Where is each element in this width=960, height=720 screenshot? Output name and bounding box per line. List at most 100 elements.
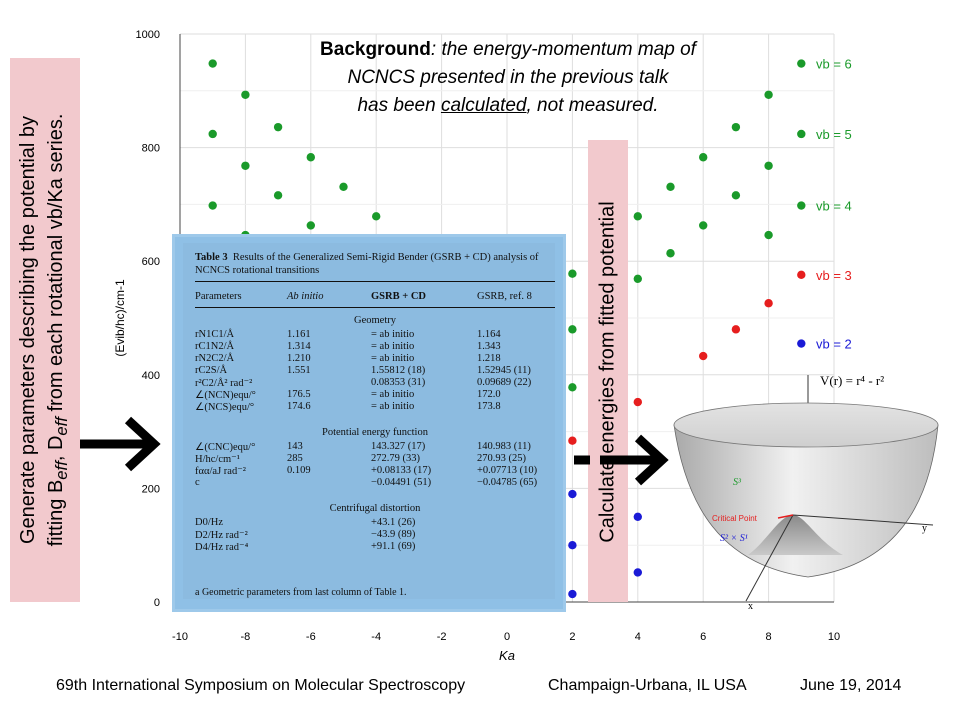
x-tick-label: -8 bbox=[241, 631, 251, 643]
data-point bbox=[306, 153, 315, 162]
table-cell: −0.04491 (51) bbox=[371, 477, 432, 488]
y-tick-label: 400 bbox=[142, 370, 160, 382]
left-step-text: Generate parameters describing the poten… bbox=[17, 113, 71, 547]
table-cell: 0.08353 (31) bbox=[371, 377, 426, 388]
data-point bbox=[372, 212, 381, 221]
data-point bbox=[633, 212, 642, 221]
data-point bbox=[208, 129, 217, 139]
data-point bbox=[241, 161, 250, 170]
table-cell: 1.55812 (18) bbox=[371, 365, 426, 376]
table-row: H/hc/cm⁻¹ 285 272.79 (33) 270.93 (25) bbox=[195, 453, 555, 465]
data-point bbox=[731, 122, 741, 132]
data-point bbox=[731, 325, 741, 334]
data-point bbox=[797, 129, 806, 139]
table-cell: 1.52945 (11) bbox=[477, 365, 531, 376]
axis-y-label: y bbox=[922, 523, 927, 534]
x-tick-label: 10 bbox=[828, 631, 840, 643]
data-point bbox=[797, 59, 806, 68]
data-point bbox=[764, 299, 773, 308]
x-tick-label: -4 bbox=[371, 631, 381, 643]
table-cell: = ab initio bbox=[371, 353, 415, 364]
critical-point-label: Critical Point bbox=[712, 514, 758, 523]
potential-surface-figure: V(r) = r⁴ - r² S³ Critical Point S² × S¹… bbox=[673, 373, 939, 612]
axis-x-label: x bbox=[748, 601, 753, 612]
x-tick-label: 8 bbox=[766, 631, 772, 643]
potential-formula: V(r) = r⁴ - r² bbox=[820, 373, 884, 388]
footer-place: Champaign-Urbana, IL USA bbox=[548, 677, 747, 694]
data-point bbox=[666, 249, 675, 258]
table-cell: +91.1 (69) bbox=[371, 541, 416, 552]
x-tick-label: 0 bbox=[504, 631, 510, 643]
data-point bbox=[339, 182, 348, 191]
data-point bbox=[208, 201, 217, 210]
data-point bbox=[208, 59, 217, 68]
series-label: vb = 3 bbox=[816, 268, 852, 283]
x-axis-label: Ka bbox=[499, 648, 515, 663]
table-cell: 1.218 bbox=[477, 353, 501, 364]
background-note: Background: the energy-momentum map of N… bbox=[320, 39, 696, 116]
table-cell: +43.1 (26) bbox=[371, 517, 416, 528]
table-cell: D4/Hz rad⁻⁴ bbox=[195, 542, 249, 553]
table-content: Table 3 Results of the Generalized Semi-… bbox=[183, 243, 555, 599]
table-row: D4/Hz rad⁻⁴ +91.1 (69) bbox=[195, 541, 555, 553]
table-cell: 173.8 bbox=[477, 401, 501, 412]
series-label: vb = 6 bbox=[816, 57, 852, 72]
table-section-title: Centrifugal distortion bbox=[329, 503, 421, 514]
data-point bbox=[633, 568, 642, 577]
table-cell: rN2C2/Å bbox=[195, 353, 235, 364]
y-tick-label: 800 bbox=[142, 143, 160, 155]
table-cell: = ab initio bbox=[371, 341, 415, 352]
x-tick-label: -10 bbox=[172, 631, 188, 643]
table-section-title: Geometry bbox=[354, 315, 396, 326]
table-cell: −43.9 (89) bbox=[371, 529, 416, 540]
table-cell: 1.314 bbox=[287, 341, 311, 352]
table-row: rN2C2/Å 1.210 = ab initio 1.218 bbox=[195, 353, 555, 365]
results-table: Table 3 Results of the Generalized Semi-… bbox=[172, 234, 566, 612]
data-point bbox=[568, 589, 577, 599]
table-row: ∠(CNC)equ/° 143 143.327 (17) 140.983 (11) bbox=[195, 441, 555, 453]
table-cell: fαα/aJ rad⁻² bbox=[195, 466, 246, 477]
table-cell: = ab initio bbox=[371, 401, 415, 412]
table-cell: 1.164 bbox=[477, 329, 501, 340]
table-cell: 272.79 (33) bbox=[371, 453, 420, 464]
left-step-box bbox=[10, 58, 80, 602]
table-cell: 172.0 bbox=[477, 389, 501, 400]
data-point bbox=[568, 436, 577, 445]
data-point bbox=[568, 489, 577, 499]
data-point bbox=[797, 270, 806, 280]
data-point bbox=[764, 90, 773, 99]
table-section-title: Potential energy function bbox=[322, 427, 428, 438]
table-cell: 285 bbox=[287, 453, 303, 464]
table-cell: +0.07713 (10) bbox=[477, 465, 538, 476]
table-cell: = ab initio bbox=[371, 329, 415, 340]
table-cell: 143 bbox=[287, 441, 303, 452]
data-point bbox=[273, 191, 283, 200]
table-row: rC2S/Å 1.551 1.55812 (18) 1.52945 (11) bbox=[195, 365, 555, 377]
table-cell: = ab initio bbox=[371, 389, 415, 400]
right-step-text: Calculate energies from fitted potential bbox=[596, 201, 619, 543]
s3-label: S³ bbox=[733, 477, 742, 488]
table-cell: ∠(CNC)equ/° bbox=[195, 442, 256, 453]
y-tick-label: 0 bbox=[154, 597, 160, 609]
table-cell: ∠(NCN)equ/° bbox=[195, 390, 256, 401]
table-cell: 143.327 (17) bbox=[371, 441, 426, 452]
x-tick-label: 4 bbox=[635, 631, 641, 643]
table-row: c −0.04491 (51) −0.04785 (65) bbox=[195, 477, 555, 489]
data-point bbox=[764, 230, 773, 240]
data-point bbox=[633, 512, 642, 521]
table-cell: H/hc/cm⁻¹ bbox=[195, 454, 240, 465]
table-footnote: a Geometric parameters from last column … bbox=[195, 587, 407, 598]
table-cell: D0/Hz bbox=[195, 517, 223, 528]
data-point bbox=[699, 351, 708, 361]
footer-symposium: 69th International Symposium on Molecula… bbox=[56, 677, 466, 694]
table-row: rC1N2/Å 1.314 = ab initio 1.343 bbox=[195, 341, 555, 353]
table-cell: c bbox=[195, 477, 200, 488]
y-tick-label: 200 bbox=[142, 483, 160, 495]
data-point bbox=[731, 191, 741, 200]
data-point bbox=[797, 339, 806, 348]
table-caption: Table 3 Results of the Generalized Semi-… bbox=[195, 252, 539, 276]
data-point bbox=[568, 269, 577, 278]
series-label: vb = 4 bbox=[816, 199, 852, 214]
data-point bbox=[764, 161, 773, 170]
table-cell: 270.93 (25) bbox=[477, 453, 526, 464]
